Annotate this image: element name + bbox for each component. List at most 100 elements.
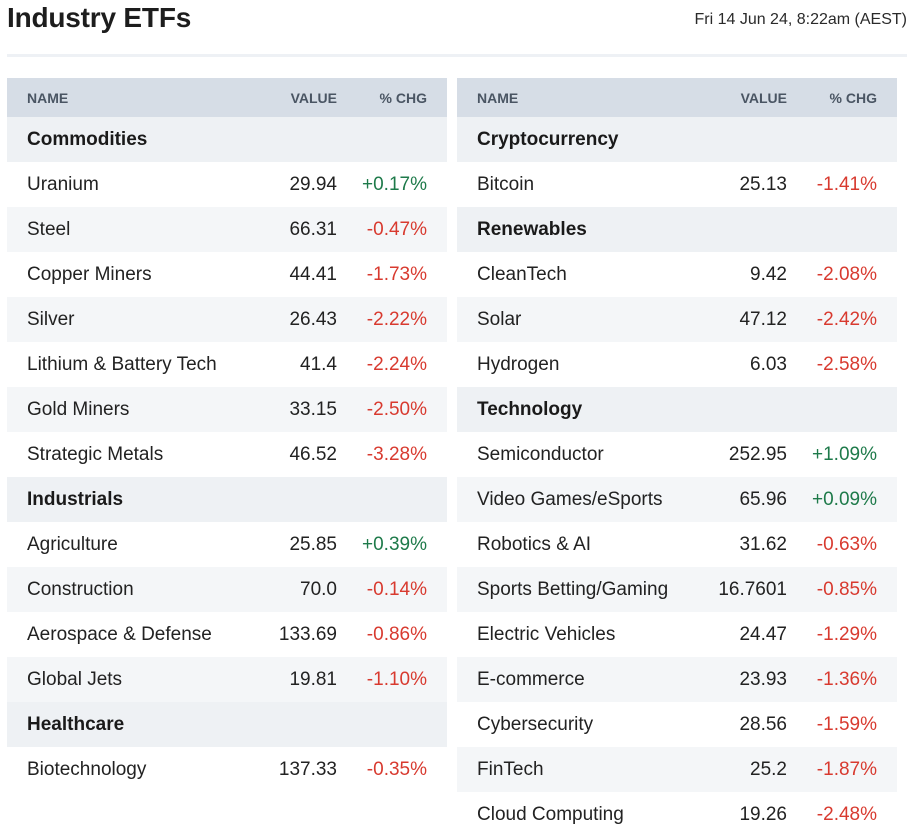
etf-name[interactable]: Biotechnology [27, 758, 147, 780]
group-label: Healthcare [27, 713, 125, 735]
table-row[interactable]: Uranium 29.94 +0.17% [7, 162, 447, 207]
table-row[interactable]: Steel 66.31 -0.47% [7, 207, 447, 252]
timestamp: Fri 14 Jun 24, 8:22am (AEST) [694, 11, 907, 28]
table-row[interactable]: Bitcoin 25.13 -1.41% [457, 162, 897, 207]
table-row[interactable]: Aerospace & Defense 133.69 -0.86% [7, 612, 447, 657]
table-row[interactable]: Silver 26.43 -2.22% [7, 297, 447, 342]
table-row[interactable]: Gold Miners 33.15 -2.50% [7, 387, 447, 432]
etf-value: 44.41 [289, 263, 337, 285]
etf-change: -2.42% [816, 308, 877, 330]
table-row[interactable]: Agriculture 25.85 +0.39% [7, 522, 447, 567]
etf-change: -1.10% [366, 668, 427, 690]
group-header: Cryptocurrency [457, 117, 897, 162]
etf-name[interactable]: Solar [477, 308, 522, 330]
etf-change: +0.09% [812, 488, 877, 510]
table-row[interactable]: Biotechnology 137.33 -0.35% [7, 747, 447, 792]
etf-change: -2.50% [366, 398, 427, 420]
etf-change: -0.85% [816, 578, 877, 600]
etf-name[interactable]: Agriculture [27, 533, 118, 555]
etf-change: -2.58% [816, 353, 877, 375]
etf-name[interactable]: Electric Vehicles [477, 623, 616, 645]
etf-value: 33.15 [289, 398, 337, 420]
column-header-value[interactable]: VALUE [740, 89, 787, 106]
etf-value: 66.31 [289, 218, 337, 240]
etf-name[interactable]: Sports Betting/Gaming [477, 578, 669, 600]
etf-name[interactable]: Semiconductor [477, 443, 604, 465]
etf-name[interactable]: Robotics & AI [477, 533, 592, 555]
etf-change: -2.48% [816, 803, 877, 825]
table-row[interactable]: Hydrogen 6.03 -2.58% [457, 342, 897, 387]
etf-value: 252.95 [728, 443, 787, 465]
table-row[interactable]: Semiconductor 252.95 +1.09% [457, 432, 897, 477]
table-row[interactable]: Electric Vehicles 24.47 -1.29% [457, 612, 897, 657]
etf-value: 19.26 [739, 803, 787, 825]
etf-name[interactable]: Gold Miners [27, 398, 130, 420]
table-row[interactable]: Strategic Metals 46.52 -3.28% [7, 432, 447, 477]
group-label: Cryptocurrency [477, 128, 619, 150]
etf-name[interactable]: Uranium [27, 173, 99, 195]
etf-name[interactable]: Lithium & Battery Tech [27, 353, 217, 375]
etf-value: 29.94 [289, 173, 337, 195]
group-label: Commodities [27, 128, 148, 150]
etf-value: 26.43 [289, 308, 337, 330]
etf-change: -0.86% [366, 623, 427, 645]
table-row[interactable]: Robotics & AI 31.62 -0.63% [457, 522, 897, 567]
table-row[interactable]: Lithium & Battery Tech 41.4 -2.24% [7, 342, 447, 387]
etf-name[interactable]: Hydrogen [477, 353, 560, 375]
etf-change: -0.35% [366, 758, 427, 780]
etf-name[interactable]: Cybersecurity [477, 713, 594, 735]
etf-value: 9.42 [750, 263, 787, 285]
etf-name[interactable]: Global Jets [27, 668, 123, 690]
table-row[interactable]: Global Jets 19.81 -1.10% [7, 657, 447, 702]
etf-value: 25.85 [289, 533, 337, 555]
etf-change: -2.08% [816, 263, 877, 285]
group-header: Technology [457, 387, 897, 432]
table-row[interactable]: Video Games/eSports 65.96 +0.09% [457, 477, 897, 522]
table-row[interactable]: CleanTech 9.42 -2.08% [457, 252, 897, 297]
group-header: Healthcare [7, 702, 447, 747]
table-body: Commodities Uranium 29.94 +0.17% Steel 66.31 -… [7, 117, 447, 792]
column-header-name[interactable]: NAME [477, 89, 519, 106]
column-header-name[interactable]: NAME [27, 89, 69, 106]
table-row[interactable]: Cybersecurity 28.56 -1.59% [457, 702, 897, 747]
etf-name[interactable]: Strategic Metals [27, 443, 164, 465]
etf-value: 6.03 [750, 353, 787, 375]
column-header-chg[interactable]: % CHG [379, 89, 427, 106]
etf-value: 65.96 [739, 488, 787, 510]
etf-change: -1.59% [816, 713, 877, 735]
etf-name[interactable]: Silver [27, 308, 75, 330]
etf-name[interactable]: Steel [27, 218, 71, 240]
table-row[interactable]: Copper Miners 44.41 -1.73% [7, 252, 447, 297]
table-row[interactable]: Construction 70.0 -0.14% [7, 567, 447, 612]
table-row[interactable]: Solar 47.12 -2.42% [457, 297, 897, 342]
column-header-chg[interactable]: % CHG [829, 89, 877, 106]
table-row[interactable]: E-commerce 23.93 -1.36% [457, 657, 897, 702]
etf-value: 16.7601 [718, 578, 787, 600]
etf-value: 47.12 [739, 308, 787, 330]
table-row[interactable]: Sports Betting/Gaming 16.7601 -0.85% [457, 567, 897, 612]
page-title: Industry ETFs [7, 2, 192, 33]
etf-name[interactable]: Aerospace & Defense [27, 623, 212, 645]
etf-name[interactable]: Bitcoin [477, 173, 535, 195]
etf-name[interactable]: Cloud Computing [477, 803, 624, 825]
etf-change: -2.24% [366, 353, 427, 375]
etf-value: 24.47 [739, 623, 787, 645]
etf-name[interactable]: Construction [27, 578, 134, 600]
group-header: Industrials [7, 477, 447, 522]
etf-table-left: NAME VALUE % CHG Commodities Uranium 29.94… [7, 78, 447, 792]
etf-value: 70.0 [300, 578, 337, 600]
column-header-value[interactable]: VALUE [290, 89, 337, 106]
etf-change: -1.41% [816, 173, 877, 195]
etf-name[interactable]: Video Games/eSports [477, 488, 663, 510]
etf-value: 25.2 [750, 758, 787, 780]
etf-name[interactable]: FinTech [477, 758, 544, 780]
etf-value: 19.81 [289, 668, 337, 690]
etf-change: -0.47% [366, 218, 427, 240]
table-row[interactable]: FinTech 25.2 -1.87% [457, 747, 897, 792]
etf-name[interactable]: CleanTech [477, 263, 567, 285]
table-row[interactable]: Cloud Computing 19.26 -2.48% [457, 792, 897, 831]
etf-name[interactable]: Copper Miners [27, 263, 152, 285]
etf-value: 133.69 [278, 623, 337, 645]
page-header: Industry ETFs Fri 14 Jun 24, 8:22am (AES… [7, 0, 907, 57]
etf-name[interactable]: E-commerce [477, 668, 585, 690]
